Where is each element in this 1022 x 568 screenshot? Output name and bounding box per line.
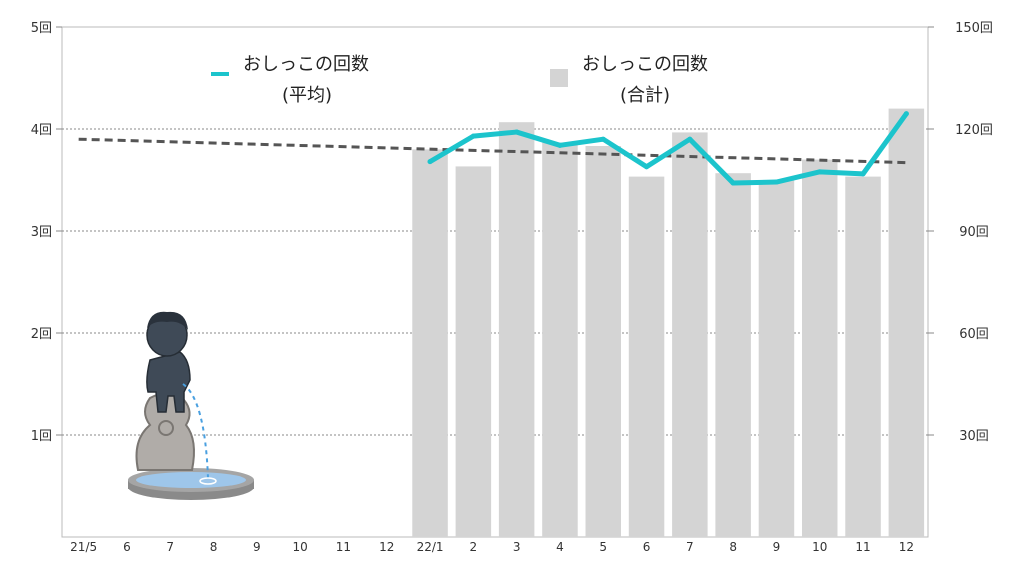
line-series-average bbox=[427, 111, 909, 186]
x-tick-label: 9 bbox=[253, 540, 261, 554]
bar bbox=[672, 132, 708, 537]
x-tick-label: 6 bbox=[643, 540, 651, 554]
y-left-tick-label: 4回 bbox=[31, 123, 52, 138]
x-tick-label: 11 bbox=[855, 540, 870, 554]
x-tick-label: 11 bbox=[336, 540, 351, 554]
bar bbox=[542, 142, 578, 537]
legend-label-average-line1: おしっこの回数 bbox=[243, 54, 369, 75]
legend-swatch-average bbox=[211, 72, 229, 76]
x-tick-label: 12 bbox=[899, 540, 914, 554]
x-tick-label: 9 bbox=[773, 540, 781, 554]
average-point bbox=[514, 129, 520, 135]
x-axis: 21/5 6 7 8 9 10 11 12 22/1 2 3 4 5 6 7 8 9 10 11 12 bbox=[70, 540, 914, 554]
x-tick-label: 10 bbox=[293, 540, 308, 554]
statue-fountain-illustration bbox=[128, 311, 254, 500]
x-tick-label: 3 bbox=[513, 540, 521, 554]
y-right-tick-label: 90回 bbox=[959, 225, 989, 240]
x-tick-label: 6 bbox=[123, 540, 131, 554]
x-tick-label: 10 bbox=[812, 540, 827, 554]
average-point bbox=[730, 180, 736, 186]
x-tick-label: 8 bbox=[210, 540, 218, 554]
average-point bbox=[903, 111, 909, 117]
y-left-tick-label: 2回 bbox=[31, 327, 52, 342]
bar bbox=[801, 159, 838, 537]
average-line bbox=[427, 111, 909, 186]
average-point bbox=[860, 171, 866, 177]
x-tick-label: 2 bbox=[470, 540, 478, 554]
legend-swatch-total bbox=[550, 69, 568, 87]
trend-line-series bbox=[78, 137, 909, 165]
bar bbox=[498, 122, 535, 537]
x-tick-label: 21/5 bbox=[70, 540, 97, 554]
y-left-tick-label: 3回 bbox=[31, 225, 52, 240]
legend: おしっこの回数 (平均) おしっこの回数 (合計) bbox=[211, 54, 708, 106]
bar bbox=[888, 108, 925, 537]
legend-label-average-line2: (平均) bbox=[282, 85, 332, 106]
bar bbox=[412, 149, 448, 537]
bar bbox=[585, 146, 622, 537]
x-tick-label: 8 bbox=[729, 540, 737, 554]
y-axis-left: 1回 2回 3回 4回 5回 bbox=[31, 21, 62, 444]
y-axis-right: 30回 60回 90回 120回 150回 bbox=[928, 21, 993, 444]
x-tick-label: 4 bbox=[556, 540, 564, 554]
average-point bbox=[773, 179, 779, 185]
average-point bbox=[600, 136, 606, 142]
bar bbox=[845, 176, 881, 537]
bar bbox=[715, 173, 751, 537]
y-right-tick-label: 150回 bbox=[955, 21, 993, 36]
legend-label-total-line1: おしっこの回数 bbox=[582, 54, 708, 75]
average-point bbox=[427, 159, 433, 165]
average-point bbox=[644, 164, 650, 170]
y-right-tick-label: 30回 bbox=[959, 429, 989, 444]
average-point bbox=[687, 136, 693, 142]
x-tick-label: 5 bbox=[599, 540, 607, 554]
legend-label-total-line2: (合計) bbox=[620, 85, 670, 106]
x-tick-label: 7 bbox=[686, 540, 694, 554]
average-point bbox=[817, 169, 823, 175]
bar-series-total bbox=[412, 108, 925, 537]
y-left-tick-label: 1回 bbox=[31, 429, 52, 444]
y-right-tick-label: 120回 bbox=[955, 123, 993, 138]
x-tick-label: 22/1 bbox=[417, 540, 444, 554]
average-point bbox=[557, 142, 563, 148]
x-tick-label: 7 bbox=[166, 540, 174, 554]
x-tick-label: 12 bbox=[379, 540, 394, 554]
trend-line bbox=[78, 137, 909, 165]
bar bbox=[455, 166, 492, 537]
average-point bbox=[470, 133, 476, 139]
bar bbox=[628, 176, 665, 537]
y-right-tick-label: 60回 bbox=[959, 327, 989, 342]
y-left-tick-label: 5回 bbox=[31, 21, 52, 36]
bar bbox=[758, 180, 795, 537]
